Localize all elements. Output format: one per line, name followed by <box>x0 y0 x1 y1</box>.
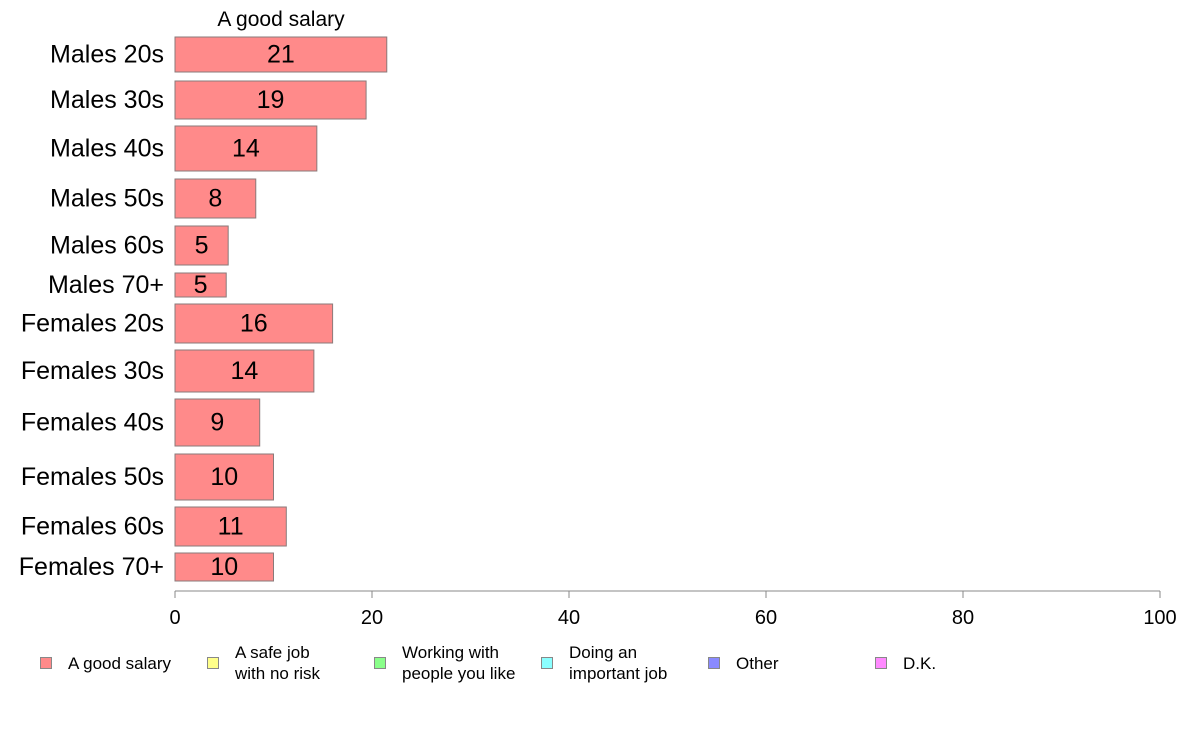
category-label: Males 50s <box>50 185 164 213</box>
category-label: Females 20s <box>21 310 164 338</box>
bar-value-label: 5 <box>194 271 208 299</box>
bar <box>174 125 318 172</box>
legend-swatch <box>207 657 219 669</box>
legend-swatch <box>374 657 386 669</box>
legend-label: A good salary <box>68 653 172 673</box>
bar <box>174 303 334 344</box>
legend-swatch <box>40 657 52 669</box>
bar <box>174 80 367 120</box>
bar <box>174 453 274 501</box>
bar-value-label: 10 <box>210 463 238 491</box>
legend-label: A safe job with no risk <box>235 643 321 683</box>
legend-item-good-salary: A good salary <box>40 638 171 688</box>
bar-value-label: 5 <box>195 232 209 260</box>
bar <box>174 178 257 219</box>
category-label: Females 30s <box>21 357 164 385</box>
x-tick-label: 80 <box>952 607 974 629</box>
legend-item-safe-job: A safe job with no risk <box>207 638 320 688</box>
legend-item-working-with-people: Working with people you like <box>374 638 515 688</box>
category-label: Females 70+ <box>19 553 164 581</box>
legend-swatch <box>708 657 720 669</box>
bar <box>174 349 315 393</box>
legend-label: Working with people you like <box>402 643 516 683</box>
legend-item-other: Other <box>708 638 779 688</box>
bar-value-label: 8 <box>208 185 222 213</box>
bar-value-label: 21 <box>267 41 295 69</box>
bar-group: Males 20s 21 Males 30s 19 Males 40s 14 Males 5… <box>19 36 388 582</box>
category-label: Males 60s <box>50 232 164 260</box>
x-tick-label: 20 <box>361 607 383 629</box>
bar <box>174 506 287 547</box>
category-label: Males 70+ <box>48 271 164 299</box>
x-tick-label: 40 <box>558 607 580 629</box>
legend-item-dk: D.K. <box>875 638 936 688</box>
bar-value-label: 19 <box>257 86 285 114</box>
category-label: Females 50s <box>21 463 164 491</box>
legend: A good salary A safe job with no risk Wo… <box>0 638 1188 698</box>
legend-label: Other <box>736 653 779 673</box>
category-label: Males 40s <box>50 135 164 163</box>
legend-swatch <box>541 657 553 669</box>
bar <box>174 552 274 582</box>
bar-value-label: 14 <box>232 135 260 163</box>
legend-swatch <box>875 657 887 669</box>
x-tick-label: 60 <box>755 607 777 629</box>
category-label: Males 20s <box>50 41 164 69</box>
legend-label: D.K. <box>903 653 937 673</box>
x-tick-label: 100 <box>1143 607 1176 629</box>
category-label: Males 30s <box>50 86 164 114</box>
legend-label: Doing an important job <box>569 643 668 683</box>
x-tick-label: 0 <box>169 607 180 629</box>
category-label: Females 40s <box>21 409 164 437</box>
bar <box>174 36 388 73</box>
bar-value-label: 16 <box>240 310 268 338</box>
x-axis: 0 20 40 60 80 100 <box>169 590 1177 629</box>
bar <box>174 398 261 447</box>
bar <box>174 225 229 266</box>
category-label: Females 60s <box>21 513 164 541</box>
legend-item-important-job: Doing an important job <box>541 638 667 688</box>
bar-value-label: 10 <box>210 553 238 581</box>
bar <box>174 272 227 298</box>
panel-title: A good salary <box>217 8 345 31</box>
bar-value-label: 11 <box>218 513 244 541</box>
bar-value-label: 9 <box>210 409 224 437</box>
bar-value-label: 14 <box>231 357 259 385</box>
